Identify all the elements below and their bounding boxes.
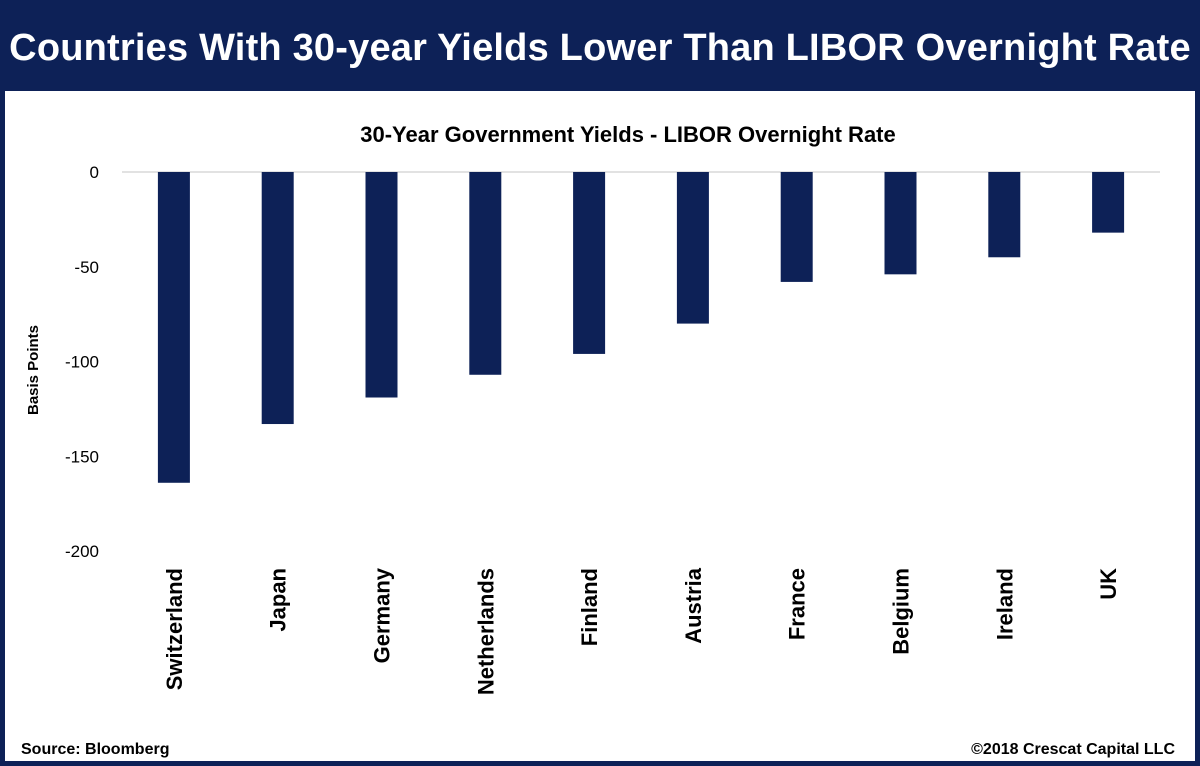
x-tick-label: UK xyxy=(1096,568,1121,600)
bar-germany xyxy=(365,172,398,398)
x-tick-label: Ireland xyxy=(992,568,1017,640)
source-note: Source: Bloomberg xyxy=(21,741,170,758)
y-tick-label: -150 xyxy=(65,447,99,466)
y-axis-label: Basis Points xyxy=(25,325,42,415)
bar-france xyxy=(780,172,813,282)
y-axis-ticks: 0 -50 -100 -150 -200 xyxy=(65,163,99,561)
banner-title: Countries With 30-year Yields Lower Than… xyxy=(9,26,1191,69)
bar-belgium xyxy=(884,172,917,275)
y-tick-label: 0 xyxy=(90,163,99,182)
bar-switzerland xyxy=(157,172,190,483)
x-tick-label: France xyxy=(785,568,810,640)
x-tick-label: Austria xyxy=(681,567,706,644)
x-tick-label: Finland xyxy=(577,568,602,646)
bars xyxy=(157,172,1125,483)
x-tick-label: Belgium xyxy=(889,568,914,655)
bar-japan xyxy=(261,172,294,425)
bar-austria xyxy=(676,172,709,324)
copyright-note: ©2018 Crescat Capital LLC xyxy=(971,741,1175,758)
bar-netherlands xyxy=(469,172,502,375)
x-tick-label: Germany xyxy=(370,567,395,663)
y-tick-label: -200 xyxy=(65,542,99,561)
y-tick-label: -100 xyxy=(65,353,99,372)
bar-uk xyxy=(1092,172,1125,233)
bar-ireland xyxy=(988,172,1021,258)
x-tick-label: Switzerland xyxy=(162,568,187,690)
x-tick-label: Japan xyxy=(266,568,291,632)
x-axis-ticks: Switzerland Japan Germany Netherlands Finlan… xyxy=(162,567,1121,695)
chart-title: 30-Year Government Yields - LIBOR Overni… xyxy=(360,122,896,147)
bar-finland xyxy=(573,172,606,354)
y-tick-label: -50 xyxy=(74,258,99,277)
header-banner: Countries With 30-year Yields Lower Than… xyxy=(5,5,1195,91)
x-tick-label: Netherlands xyxy=(473,568,498,695)
bar-chart: 30-Year Government Yields - LIBOR Overni… xyxy=(25,122,1160,695)
